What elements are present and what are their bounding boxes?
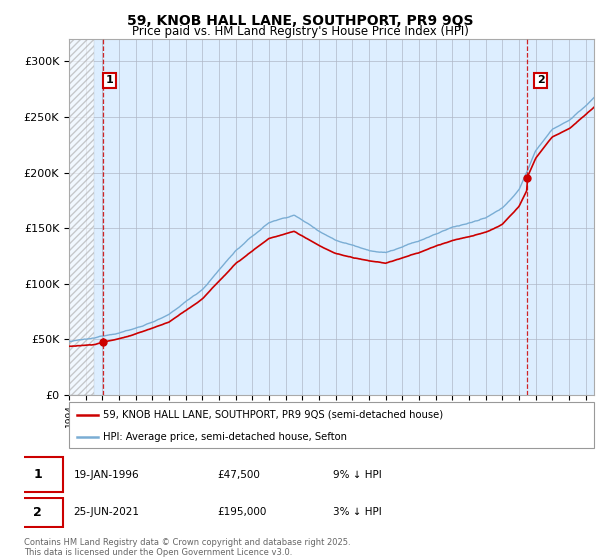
Text: 9% ↓ HPI: 9% ↓ HPI [333,470,382,479]
Text: 25-JUN-2021: 25-JUN-2021 [74,507,140,517]
Text: 1: 1 [34,468,42,481]
FancyBboxPatch shape [13,498,62,526]
Text: 2: 2 [536,75,544,85]
Text: HPI: Average price, semi-detached house, Sefton: HPI: Average price, semi-detached house,… [103,432,347,441]
Text: Contains HM Land Registry data © Crown copyright and database right 2025.
This d: Contains HM Land Registry data © Crown c… [24,538,350,557]
FancyBboxPatch shape [13,457,62,492]
Bar [69,39,94,395]
Text: £47,500: £47,500 [217,470,260,479]
Text: 59, KNOB HALL LANE, SOUTHPORT, PR9 9QS: 59, KNOB HALL LANE, SOUTHPORT, PR9 9QS [127,14,473,28]
Text: £195,000: £195,000 [217,507,266,517]
Text: 59, KNOB HALL LANE, SOUTHPORT, PR9 9QS (semi-detached house): 59, KNOB HALL LANE, SOUTHPORT, PR9 9QS (… [103,410,443,420]
FancyBboxPatch shape [69,402,594,448]
Text: 3% ↓ HPI: 3% ↓ HPI [333,507,382,517]
Text: 19-JAN-1996: 19-JAN-1996 [74,470,139,479]
Text: Price paid vs. HM Land Registry's House Price Index (HPI): Price paid vs. HM Land Registry's House … [131,25,469,38]
Text: 1: 1 [106,75,114,85]
Text: 2: 2 [34,506,42,519]
